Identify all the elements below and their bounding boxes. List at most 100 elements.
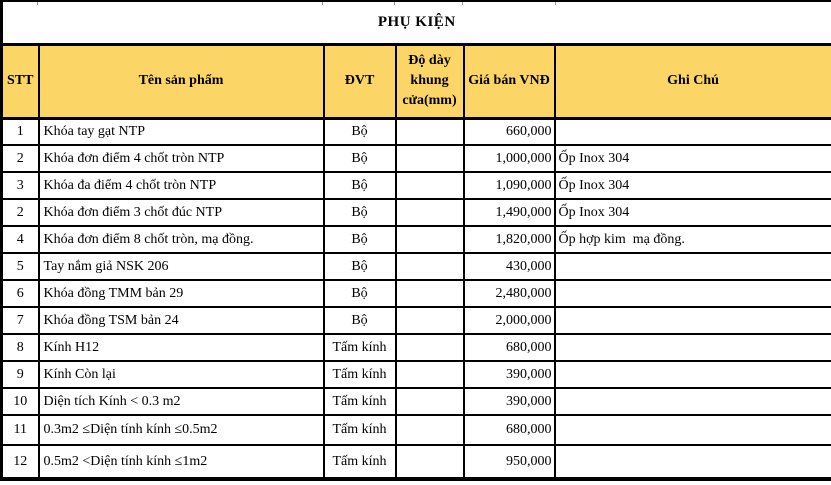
cell-note: Ốp Inox 304 bbox=[553, 144, 831, 173]
cell-thickness bbox=[394, 414, 465, 446]
cell-unit: Tấm kính bbox=[322, 444, 397, 480]
cell-price: 680,000 bbox=[462, 414, 556, 446]
cell-product: Khóa đơn điểm 4 chốt tròn NTP bbox=[37, 144, 325, 173]
cell-unit: Bộ bbox=[322, 252, 397, 281]
cell-thickness bbox=[394, 198, 465, 227]
cell-stt: 9 bbox=[0, 360, 40, 389]
cell-unit: Bộ bbox=[322, 117, 397, 146]
cell-unit: Bộ bbox=[322, 306, 397, 335]
cell-unit: Bộ bbox=[322, 225, 397, 254]
header-product: Tên sản phẩm bbox=[37, 43, 325, 120]
cell-product: Tay nắm giả NSK 206 bbox=[37, 252, 325, 281]
cell-note: Ốp Inox 304 bbox=[553, 171, 831, 200]
cell-unit: Tấm kính bbox=[322, 333, 397, 362]
grid-remnant-tick bbox=[394, 2, 395, 5]
cell-product: Khóa đơn điểm 8 chốt tròn, mạ đồng. bbox=[37, 225, 325, 254]
cell-price: 390,000 bbox=[462, 360, 556, 389]
table-row: 7 Khóa đồng TSM bản 24 Bộ 2,000,000 bbox=[0, 306, 831, 335]
cell-stt: 4 bbox=[0, 225, 40, 254]
cell-price: 2,480,000 bbox=[462, 279, 556, 308]
cell-price: 2,000,000 bbox=[462, 306, 556, 335]
cell-note bbox=[553, 306, 831, 335]
cell-stt: 3 bbox=[0, 171, 40, 200]
cell-stt: 2 bbox=[0, 144, 40, 173]
table-row: 3 Khóa đa điểm 4 chốt tròn NTP Bộ 1,090,… bbox=[0, 171, 831, 200]
table-row: 1 Khóa tay gạt NTP Bộ 660,000 bbox=[0, 117, 831, 146]
cell-price: 1,000,000 bbox=[462, 144, 556, 173]
cell-price: 430,000 bbox=[462, 252, 556, 281]
table-title: PHỤ KIỆN bbox=[0, 0, 831, 46]
cell-thickness bbox=[394, 225, 465, 254]
cell-unit: Bộ bbox=[322, 171, 397, 200]
cell-stt: 5 bbox=[0, 252, 40, 281]
grid-remnant-tick bbox=[322, 2, 323, 5]
table-title-row: PHỤ KIỆN bbox=[0, 0, 831, 46]
cell-stt: 6 bbox=[0, 279, 40, 308]
cell-product: 0.5m2 <Diện tính kính ≤1m2 bbox=[37, 444, 325, 480]
cell-product: Diện tích Kính < 0.3 m2 bbox=[37, 387, 325, 416]
grid-remnant-tick bbox=[555, 2, 556, 5]
cell-note: Ốp hợp kim mạ đồng. bbox=[553, 225, 831, 254]
cell-thickness bbox=[394, 360, 465, 389]
cell-note bbox=[553, 414, 831, 446]
cell-stt: 8 bbox=[0, 333, 40, 362]
header-thickness: Độ dày khung cửa(mm) bbox=[394, 43, 465, 120]
cell-stt: 12 bbox=[0, 444, 40, 480]
cell-product: Kính Còn lại bbox=[37, 360, 325, 389]
table-row: 12 0.5m2 <Diện tính kính ≤1m2 Tấm kính 9… bbox=[0, 444, 831, 480]
cell-note bbox=[553, 360, 831, 389]
cell-thickness bbox=[394, 144, 465, 173]
cell-thickness bbox=[394, 171, 465, 200]
header-stt: STT bbox=[0, 43, 40, 120]
cell-product: Kính H12 bbox=[37, 333, 325, 362]
table-row: 11 0.3m2 ≤Diện tính kính ≤0.5m2 Tấm kính… bbox=[0, 414, 831, 446]
header-price: Giá bán VNĐ bbox=[462, 43, 556, 120]
cell-price: 1,490,000 bbox=[462, 198, 556, 227]
cell-product: Khóa đa điểm 4 chốt tròn NTP bbox=[37, 171, 325, 200]
cell-product: Khóa đơn điểm 3 chốt đúc NTP bbox=[37, 198, 325, 227]
table-row: 2 Khóa đơn điểm 4 chốt tròn NTP Bộ 1,000… bbox=[0, 144, 831, 173]
cell-note bbox=[553, 252, 831, 281]
table-header-row: STT Tên sản phẩm ĐVT Độ dày khung cửa(mm… bbox=[0, 43, 831, 120]
cell-price: 950,000 bbox=[462, 444, 556, 480]
table-row: 6 Khóa đồng TMM bản 29 Bộ 2,480,000 bbox=[0, 279, 831, 308]
cell-note bbox=[553, 387, 831, 416]
cell-thickness bbox=[394, 117, 465, 146]
table-body: 1 Khóa tay gạt NTP Bộ 660,000 2 Khóa đơn… bbox=[0, 117, 831, 480]
table-row: 4 Khóa đơn điểm 8 chốt tròn, mạ đồng. Bộ… bbox=[0, 225, 831, 254]
table-row: 8 Kính H12 Tấm kính 680,000 bbox=[0, 333, 831, 362]
cell-note: Ốp Inox 304 bbox=[553, 198, 831, 227]
header-unit: ĐVT bbox=[322, 43, 397, 120]
grid-remnant-tick bbox=[462, 2, 463, 5]
cell-thickness bbox=[394, 333, 465, 362]
cell-price: 390,000 bbox=[462, 387, 556, 416]
cell-thickness bbox=[394, 279, 465, 308]
cell-stt: 7 bbox=[0, 306, 40, 335]
cell-note bbox=[553, 333, 831, 362]
cell-unit: Tấm kính bbox=[322, 414, 397, 446]
cell-thickness bbox=[394, 444, 465, 480]
cell-price: 1,090,000 bbox=[462, 171, 556, 200]
cell-unit: Bộ bbox=[322, 279, 397, 308]
cell-product: Khóa tay gạt NTP bbox=[37, 117, 325, 146]
cell-product: Khóa đồng TSM bản 24 bbox=[37, 306, 325, 335]
header-note: Ghi Chú bbox=[553, 43, 831, 120]
cell-note bbox=[553, 117, 831, 146]
cell-note bbox=[553, 444, 831, 480]
table-row: 10 Diện tích Kính < 0.3 m2 Tấm kính 390,… bbox=[0, 387, 831, 416]
cell-price: 660,000 bbox=[462, 117, 556, 146]
cell-thickness bbox=[394, 387, 465, 416]
cell-price: 1,820,000 bbox=[462, 225, 556, 254]
cell-note bbox=[553, 279, 831, 308]
cell-product: Khóa đồng TMM bản 29 bbox=[37, 279, 325, 308]
cell-stt: 10 bbox=[0, 387, 40, 416]
cell-stt: 1 bbox=[0, 117, 40, 146]
cell-unit: Tấm kính bbox=[322, 387, 397, 416]
cell-stt: 2 bbox=[0, 198, 40, 227]
cell-stt: 11 bbox=[0, 414, 40, 446]
cell-unit: Bộ bbox=[322, 198, 397, 227]
cell-unit: Tấm kính bbox=[322, 360, 397, 389]
cell-unit: Bộ bbox=[322, 144, 397, 173]
